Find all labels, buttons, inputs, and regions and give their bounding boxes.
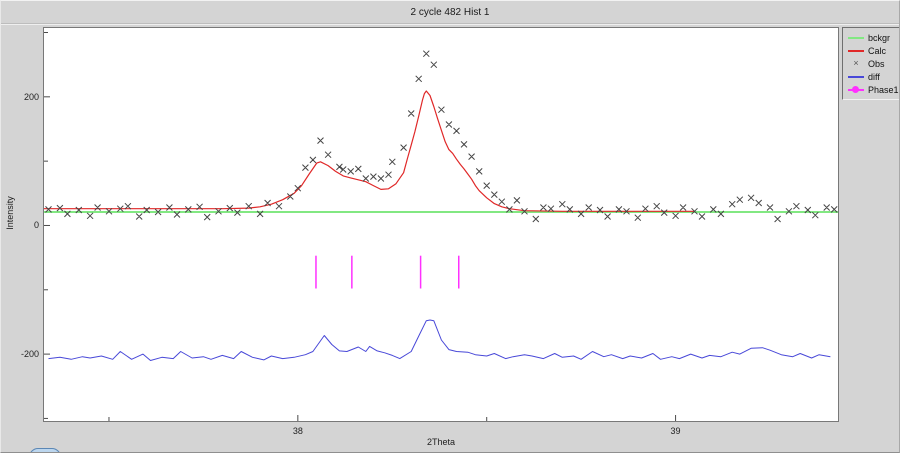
x-tick-label: 38 bbox=[292, 426, 303, 436]
x-axis-label: 2Theta bbox=[426, 437, 456, 447]
obs-x-marker-icon: × bbox=[853, 58, 859, 68]
legend-item-obs: × Obs bbox=[847, 57, 897, 70]
y-tick-label: -200 bbox=[20, 349, 39, 360]
legend-item-phase1: Phase1 bbox=[847, 83, 899, 96]
page-title: 2 cycle 482 Hist 1 bbox=[410, 6, 490, 18]
title-bar: 2 cycle 482 Hist 1 bbox=[1, 1, 899, 24]
y-axis-label: Intensity bbox=[5, 196, 15, 230]
legend-label: Calc bbox=[868, 45, 887, 56]
plot-area[interactable] bbox=[43, 27, 839, 422]
legend-label: diff bbox=[868, 71, 880, 82]
y-tick-label: 200 bbox=[23, 91, 39, 102]
legend-label: bckgr bbox=[868, 32, 891, 43]
y-tick-label: 0 bbox=[33, 220, 39, 231]
legend-item-calc: Calc bbox=[847, 44, 897, 57]
legend-label: Obs bbox=[868, 58, 885, 69]
diffraction-chart bbox=[44, 32, 838, 421]
legend-item-bckgr: bckgr bbox=[847, 31, 897, 44]
legend-item-diff: diff bbox=[847, 70, 897, 83]
legend-label: Phase1 bbox=[868, 84, 899, 95]
partial-button[interactable] bbox=[29, 448, 61, 452]
legend: bckgr Calc × Obs diff Phase1 bbox=[842, 27, 899, 100]
calc-line-swatch-icon bbox=[847, 49, 865, 52]
diff-line-swatch-icon bbox=[847, 75, 865, 78]
x-tick-label: 39 bbox=[670, 426, 681, 436]
bckgr-line-swatch-icon bbox=[847, 36, 865, 39]
phase1-line-dot-swatch-icon bbox=[847, 85, 865, 93]
